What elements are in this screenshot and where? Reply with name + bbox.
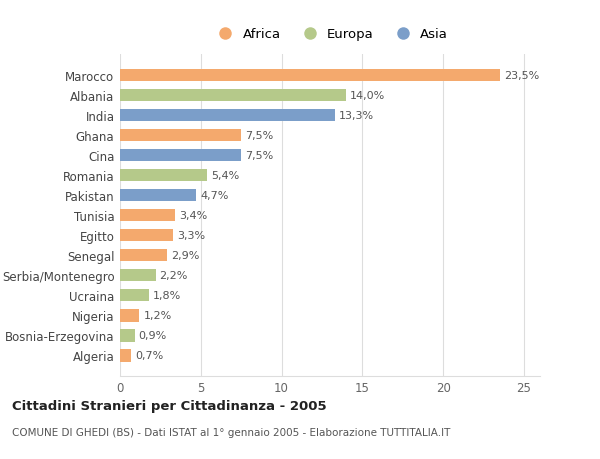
Bar <box>120 110 335 122</box>
Bar <box>120 150 241 162</box>
Bar <box>120 269 155 282</box>
Bar <box>120 129 241 142</box>
Text: 0,7%: 0,7% <box>136 351 164 361</box>
Text: Cittadini Stranieri per Cittadinanza - 2005: Cittadini Stranieri per Cittadinanza - 2… <box>12 399 326 412</box>
Bar <box>120 169 207 182</box>
Text: 7,5%: 7,5% <box>245 131 274 141</box>
Text: 13,3%: 13,3% <box>339 111 374 121</box>
Legend: Africa, Europa, Asia: Africa, Europa, Asia <box>207 23 453 47</box>
Bar <box>120 250 167 262</box>
Text: 2,9%: 2,9% <box>171 251 199 261</box>
Text: 3,4%: 3,4% <box>179 211 207 221</box>
Text: 3,3%: 3,3% <box>178 231 205 241</box>
Bar <box>120 230 173 242</box>
Text: 5,4%: 5,4% <box>211 171 239 181</box>
Text: 4,7%: 4,7% <box>200 191 229 201</box>
Text: 1,2%: 1,2% <box>143 311 172 321</box>
Bar <box>120 309 139 322</box>
Bar <box>120 330 134 342</box>
Bar <box>120 349 131 362</box>
Text: 1,8%: 1,8% <box>153 291 181 301</box>
Text: 23,5%: 23,5% <box>503 71 539 81</box>
Text: 2,2%: 2,2% <box>160 271 188 280</box>
Text: 14,0%: 14,0% <box>350 91 385 101</box>
Bar <box>120 90 346 102</box>
Text: COMUNE DI GHEDI (BS) - Dati ISTAT al 1° gennaio 2005 - Elaborazione TUTTITALIA.I: COMUNE DI GHEDI (BS) - Dati ISTAT al 1° … <box>12 427 451 437</box>
Bar <box>120 190 196 202</box>
Bar <box>120 210 175 222</box>
Text: 0,9%: 0,9% <box>139 330 167 341</box>
Text: 7,5%: 7,5% <box>245 151 274 161</box>
Bar <box>120 70 500 82</box>
Bar <box>120 290 149 302</box>
